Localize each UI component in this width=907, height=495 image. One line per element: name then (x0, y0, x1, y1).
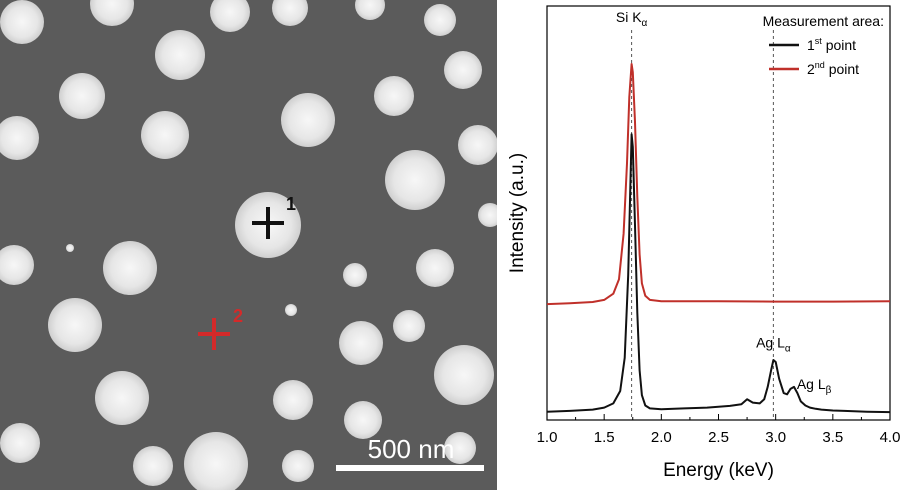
nanoparticle (272, 0, 308, 26)
nanoparticle (458, 125, 498, 165)
nanoparticle (95, 371, 149, 425)
legend-entry-number: 1 (807, 37, 815, 53)
peak-annotation-text: Ag L (797, 376, 826, 392)
peak-annotation-text: Si K (616, 9, 642, 25)
nanoparticle (133, 446, 173, 486)
legend-entry-suffix: point (822, 37, 856, 53)
y-axis-label: Intensity (a.u.) (507, 153, 528, 273)
legend-entry-number: 2 (807, 61, 815, 77)
nanoparticle (343, 263, 367, 287)
marker-1: 1 (252, 194, 296, 239)
nanoparticle (339, 321, 383, 365)
peak-annotation: Ag Lα (756, 335, 791, 355)
marker-1-label: 1 (286, 194, 296, 214)
x-tick-label: 1.5 (594, 429, 615, 446)
nanoparticle (0, 116, 39, 160)
nanoparticle (66, 244, 74, 252)
nanoparticle (0, 245, 34, 285)
peak-annotation: Ag Lβ (797, 376, 832, 396)
marker-2-label: 2 (233, 306, 243, 326)
marker-2: 2 (198, 306, 243, 350)
nanoparticle (103, 241, 157, 295)
nanoparticle (281, 93, 335, 147)
nanoparticle (424, 4, 456, 36)
nanoparticle (416, 249, 454, 287)
x-tick-label: 2.0 (651, 429, 672, 446)
nanoparticle (141, 111, 189, 159)
series-line (546, 63, 891, 306)
reference-lines (631, 30, 774, 420)
x-tick-label: 3.0 (765, 429, 786, 446)
series-layer (546, 63, 891, 414)
nanoparticles (0, 0, 502, 495)
nanoparticle (48, 298, 102, 352)
legend-entry-sup: st (815, 36, 823, 46)
nanoparticle (374, 76, 414, 116)
nanoparticle (59, 73, 105, 119)
nanoparticle (282, 450, 314, 482)
sem-micrograph: 1 2 500 nm (0, 0, 502, 495)
nanoparticle (444, 51, 482, 89)
legend-title: Measurement area: (763, 13, 884, 29)
scale-bar: 500 nm (336, 434, 484, 471)
x-tick-label: 1.0 (537, 429, 558, 446)
nanoparticle (184, 432, 248, 495)
peak-annotation-sub: α (785, 344, 791, 355)
nanoparticle (434, 345, 494, 405)
nanoparticle (444, 432, 476, 464)
nanoparticle (385, 150, 445, 210)
series-line (546, 133, 891, 414)
x-tick-label: 4.0 (880, 429, 901, 446)
scale-bar-line (336, 465, 484, 471)
peak-annotation-sub: β (826, 385, 832, 396)
x-tick-label: 3.5 (822, 429, 843, 446)
edx-spectrum-chart: 1.0 1.5 2.0 2.5 3.0 3.5 4.0 Si Kα Ag Lα Ag Lβ En… (497, 0, 907, 490)
peak-annotation-text: Ag L (756, 335, 785, 351)
x-axis-ticks: 1.0 1.5 2.0 2.5 3.0 3.5 4.0 (537, 414, 901, 446)
nanoparticle (0, 423, 40, 463)
x-axis-label: Energy (keV) (663, 460, 774, 481)
nanoparticle (344, 401, 382, 439)
nanoparticle (155, 30, 205, 80)
nanoparticle (210, 0, 250, 32)
nanoparticle (273, 380, 313, 420)
nanoparticle (285, 304, 297, 316)
legend-entry: 1st point (807, 36, 856, 53)
scale-bar-label: 500 nm (368, 434, 455, 464)
legend-entry: 2nd point (807, 60, 859, 77)
legend-entry-sup: nd (815, 60, 825, 70)
nanoparticle (478, 203, 502, 227)
sem-image-panel: 1 2 500 nm (0, 0, 502, 495)
nanoparticle (0, 0, 44, 44)
nanoparticle (393, 310, 425, 342)
legend-entry-suffix: point (825, 61, 859, 77)
peak-annotation: Si Kα (616, 9, 648, 29)
nanoparticle (355, 0, 385, 20)
peak-annotation-sub: α (642, 18, 648, 29)
x-tick-label: 2.5 (708, 429, 729, 446)
nanoparticle (90, 0, 134, 26)
